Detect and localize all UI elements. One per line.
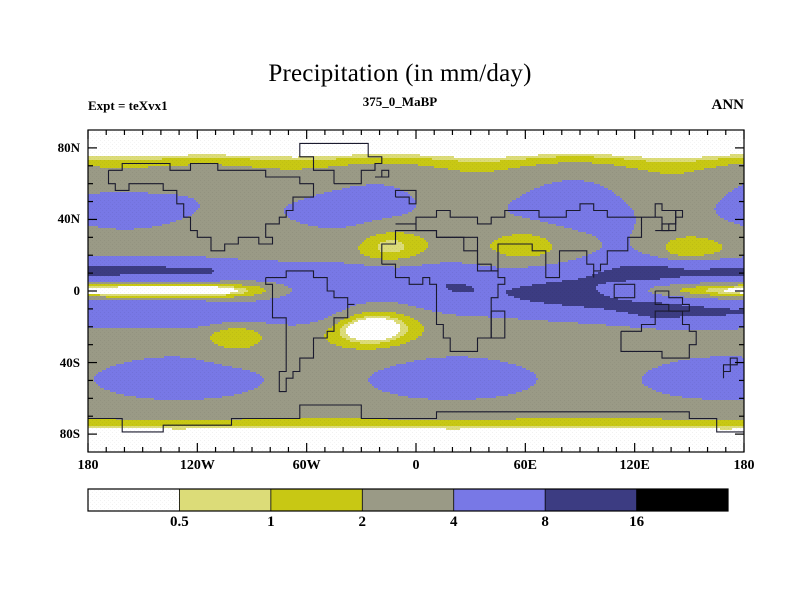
colorbar-tick-label: 1	[267, 514, 275, 530]
colorbar-tick-label: 16	[629, 514, 645, 530]
colorbar-frame	[87, 488, 729, 512]
colorbar-band	[362, 489, 454, 511]
colorbar-band-texture	[88, 489, 180, 511]
colorbar-tick-label: 0.5	[170, 514, 189, 530]
x-axis-tick-label: 60W	[292, 458, 321, 473]
y-axis-tick-label: 40S	[59, 354, 80, 370]
season-label: ANN	[711, 97, 745, 113]
y-axis-tick-label: 40N	[57, 211, 80, 227]
page-title: Precipitation (in mm/day)	[268, 60, 532, 87]
colorbar-band	[636, 489, 728, 511]
x-axis-tick-label: 180	[77, 458, 99, 473]
colorbar-band	[545, 489, 637, 511]
x-axis-tick-label: 180	[733, 458, 755, 473]
experiment-label: Expt = teXvx1	[88, 98, 168, 113]
y-axis-tick-label: 80N	[57, 139, 80, 155]
axis-tick-marks	[87, 130, 745, 452]
colorbar-tick-label: 8	[541, 514, 549, 530]
chart-subtitle: 375_0_MaBP	[362, 94, 438, 109]
x-axis-tick-label: 0	[412, 458, 420, 473]
colorbar-swatches	[88, 489, 728, 511]
x-axis-tick-label: 60E	[513, 458, 537, 473]
x-axis-tick-label: 120W	[179, 458, 215, 473]
colorbar-band	[270, 489, 363, 511]
x-axis-tick-label: 120E	[619, 458, 650, 473]
colorbar-band	[453, 489, 546, 511]
y-axis-tick-label: 80S	[59, 426, 80, 442]
colorbar-band	[179, 489, 271, 511]
colorbar-tick-label: 4	[449, 514, 458, 530]
colorbar-tick-label: 2	[358, 514, 367, 530]
contour-fill-layer	[88, 130, 744, 452]
y-axis-tick-label: 0	[73, 283, 81, 298]
